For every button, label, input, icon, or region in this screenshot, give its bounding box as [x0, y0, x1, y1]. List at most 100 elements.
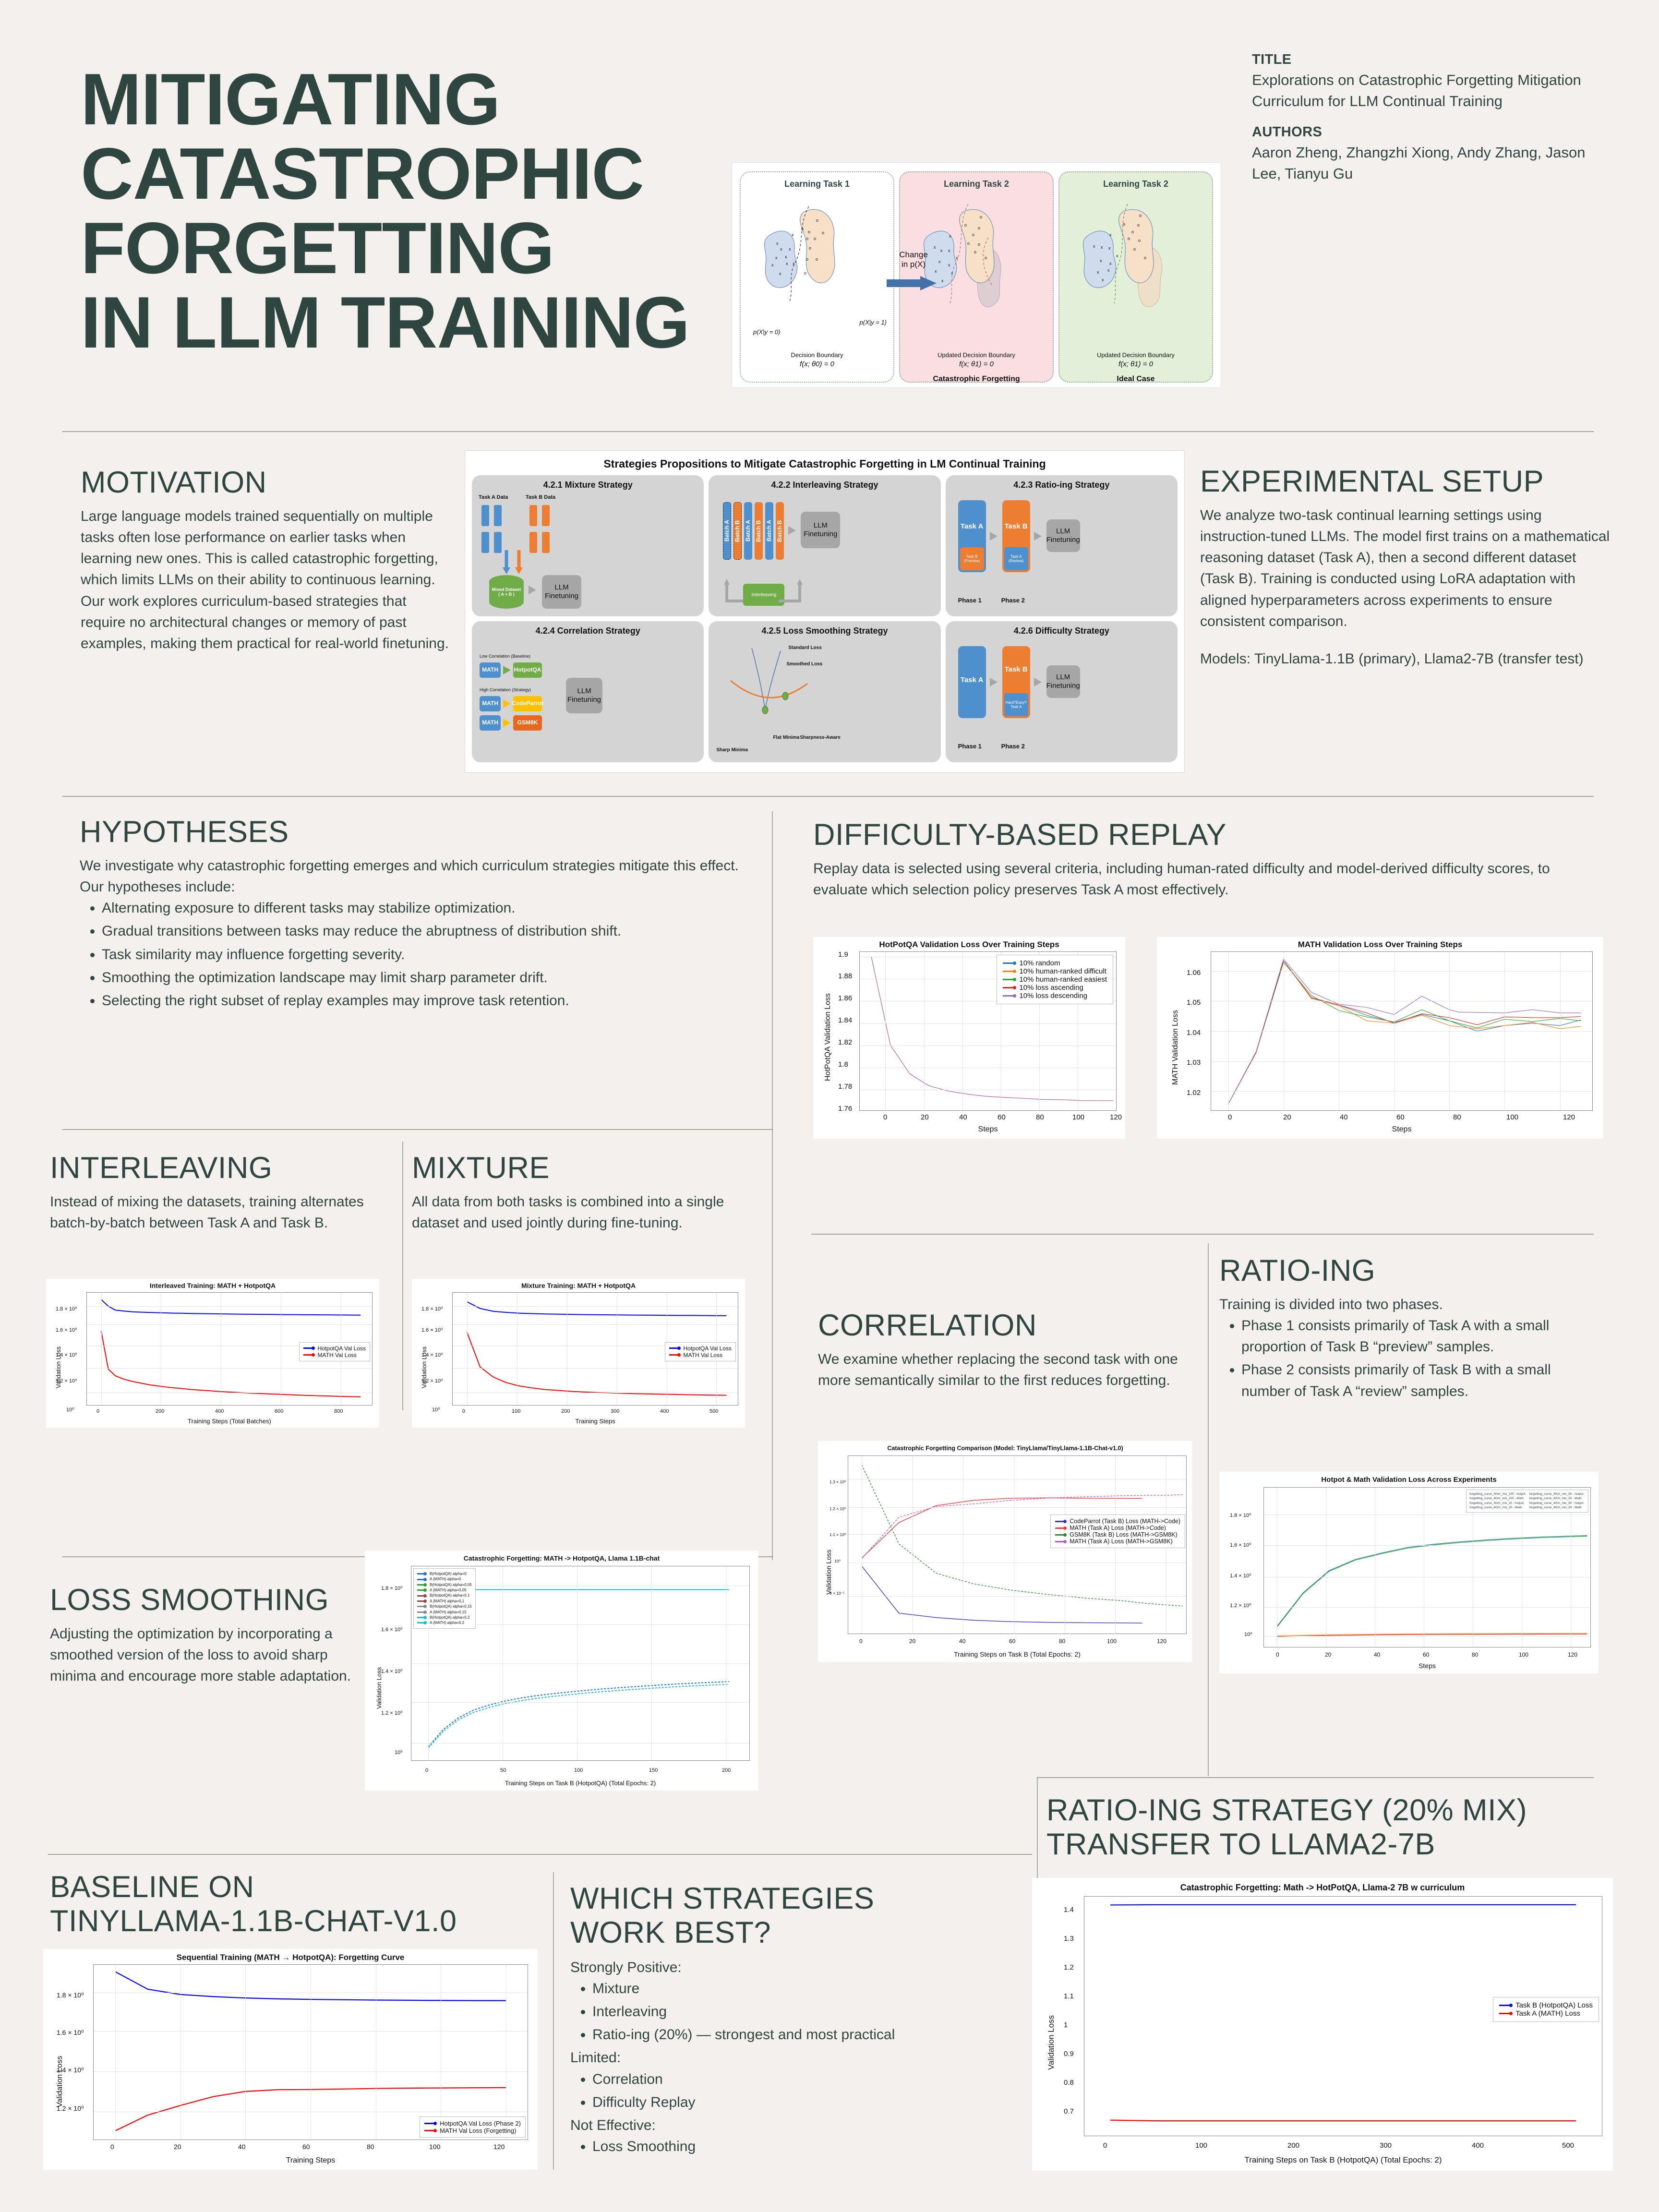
- paper-title: Explorations on Catastrophic Forgetting …: [1252, 72, 1581, 110]
- legend-row: MATH Val Loss (Forgetting): [424, 2127, 521, 2134]
- y-tick: 1.76: [838, 1105, 853, 1113]
- arrow-right-icon: [529, 586, 536, 594]
- y-tick: 1.2 × 10⁰: [381, 1710, 403, 1716]
- strategy-cell-correlation: 4.2.4 Correlation Strategy Low Correlati…: [472, 621, 704, 762]
- llm-finetuning-box: LLM Finetuning: [542, 575, 581, 609]
- hero-panel-boundary: Updated Decision Boundary f(x; θ1) = 0: [900, 351, 1053, 369]
- x-tick: 40: [238, 2143, 246, 2151]
- x-tick: 300: [1380, 2141, 1392, 2150]
- list-item: Mixture: [592, 1978, 1012, 1999]
- plot-area: Task B (HotpotQA) Loss Task A (MATH) Los…: [1084, 1896, 1602, 2136]
- arrow-right-icon: [989, 678, 998, 686]
- strategy-title: 4.2.2 Interleaving Strategy: [771, 480, 878, 490]
- x-tick: 40: [959, 1638, 966, 1645]
- svg-text:x: x: [935, 269, 937, 274]
- svg-text:o: o: [967, 241, 970, 246]
- x-tick: 0: [883, 1113, 888, 1121]
- y-tick: 1.4: [1064, 1906, 1074, 1914]
- ratioing-intro: Training is divided into two phases.: [1219, 1297, 1443, 1313]
- mixture-section: MIXTURE All data from both tasks is comb…: [412, 1152, 767, 1234]
- x-tick: 80: [1059, 1638, 1066, 1645]
- motivation-heading: MOTIVATION: [81, 466, 267, 499]
- arrow-right-icon: [788, 526, 796, 535]
- merge-arrows-icon: [503, 550, 523, 574]
- y-tick: 1.2 × 10⁰: [1230, 1603, 1251, 1609]
- math-chip: MATH: [480, 662, 501, 678]
- x-tick: 0: [462, 1408, 466, 1414]
- x-tick: 80: [1472, 1651, 1479, 1658]
- chart-title: Mixture Training: MATH + HotpotQA: [521, 1282, 636, 1289]
- strategy-cell-interleaving: 4.2.2 Interleaving Strategy Batch A Batc…: [709, 475, 941, 616]
- task-b-data-label: Task B Data: [526, 494, 556, 500]
- legend-row: 10% random: [1003, 959, 1107, 967]
- svg-text:x: x: [1102, 277, 1104, 282]
- strategies-figure: Strategies Propositions to Mitigate Cata…: [465, 450, 1185, 773]
- which-best-section: WHICH STRATEGIES WORK BEST? Strongly Pos…: [570, 1882, 1012, 2159]
- legend-label: MATH Val Loss: [317, 1351, 357, 1358]
- series-lines: [1084, 1897, 1602, 2136]
- y-tick: 10⁰: [834, 1559, 841, 1563]
- x-tick: 600: [275, 1408, 284, 1414]
- chart-title: Interleaved Training: MATH + HotpotQA: [149, 1282, 276, 1289]
- heading-line-1: RATIO-ING STRATEGY (20% MIX): [1046, 1793, 1527, 1827]
- svg-text:o: o: [816, 257, 818, 262]
- chart-llama2-transfer: Catastrophic Forgetting: Math -> HotPotQ…: [1032, 1878, 1613, 2171]
- x-tick: 100: [574, 1767, 583, 1773]
- strategy-cell-mixture: 4.2.1 Mixture Strategy Task A Data Task …: [472, 475, 704, 616]
- x-tick: 500: [709, 1408, 719, 1414]
- x-tick: 40: [1340, 1113, 1348, 1121]
- loss-landscape-svg: [730, 648, 808, 714]
- x-tick: 0: [96, 1408, 100, 1414]
- y-tick: 1.6 × 10⁰: [56, 1327, 77, 1333]
- x-tick: 60: [302, 2143, 310, 2151]
- svg-text:x: x: [792, 232, 794, 237]
- legend-label: forgetting_curve_40ch_mix_100 - Math: [1469, 1497, 1524, 1501]
- divider: [772, 811, 773, 1560]
- chart-legend: Task B (HotpotQA) Loss Task A (MATH) Los…: [1493, 1997, 1599, 2022]
- y-tick: 1.2 × 10⁰: [830, 1506, 846, 1511]
- strategy-title: 4.2.6 Difficulty Strategy: [1013, 626, 1109, 636]
- series-lines: [411, 1566, 749, 1760]
- legend-row: 10% loss descending: [1003, 992, 1107, 1000]
- interleaving-feedback-arrows: [724, 579, 803, 602]
- hero-panel-title: Learning Task 2: [1103, 179, 1168, 189]
- legend-label: 10% human-ranked difficult: [1019, 967, 1106, 975]
- phase1-taska-block: Task A Task B (Preview): [958, 500, 986, 572]
- y-tick: 1.4 × 10⁰: [421, 1352, 443, 1358]
- legend-row: HotpotQA Val Loss: [303, 1345, 366, 1352]
- ratioing-heading: RATIO-ING: [1219, 1254, 1376, 1287]
- x-tick: 200: [156, 1408, 165, 1414]
- legend-row: Task A (MATH) Loss: [1499, 2009, 1593, 2018]
- chart-math-replay: MATH Validation Loss Over Training Steps: [1157, 937, 1603, 1139]
- loss-smoothing-heading: LOSS SMOOTHING: [50, 1583, 329, 1617]
- svg-text:o: o: [964, 223, 967, 228]
- chart-loss-smoothing: Catastrophic Forgetting: MATH -> HotpotQ…: [365, 1551, 758, 1791]
- phase1-taska-block: Task A: [958, 646, 986, 718]
- baseline-heading: BASELINE ON TINYLLAMA-1.1B-CHAT-V1.0: [50, 1870, 530, 1938]
- y-tick: 1.6 × 10⁰: [1230, 1542, 1251, 1548]
- y-tick: 1.4 × 10⁰: [56, 1352, 77, 1358]
- svg-text:o: o: [804, 271, 806, 276]
- y-tick: 1.8: [838, 1060, 848, 1069]
- svg-text:o: o: [1144, 255, 1146, 260]
- decision-boundary-svg: ooo oo o oo o o xxx xx x xx x x: [764, 206, 835, 302]
- x-axis-label: Training Steps: [575, 1418, 615, 1425]
- y-tick: 1.8 × 10⁰: [57, 1991, 84, 1999]
- x-tick: 60: [1396, 1113, 1405, 1121]
- x-tick: 0: [1228, 1113, 1232, 1121]
- interleaving-body: Instead of mixing the datasets, training…: [50, 1194, 364, 1231]
- svg-text:o: o: [978, 226, 980, 230]
- svg-text:o: o: [816, 218, 818, 223]
- mixture-body: All data from both tasks is combined int…: [412, 1194, 724, 1231]
- y-tick: 1.84: [838, 1016, 853, 1024]
- llm-finetuning-box: LLM Finetuning: [801, 512, 841, 548]
- task-a-data-label: Task A Data: [479, 494, 508, 500]
- phase2-label: Phase 2: [1001, 743, 1025, 750]
- strategy-title: 4.2.4 Correlation Strategy: [535, 626, 640, 636]
- mixed-dataset-sublabel: ( A + B ): [498, 592, 515, 597]
- x-tick: 800: [334, 1408, 343, 1414]
